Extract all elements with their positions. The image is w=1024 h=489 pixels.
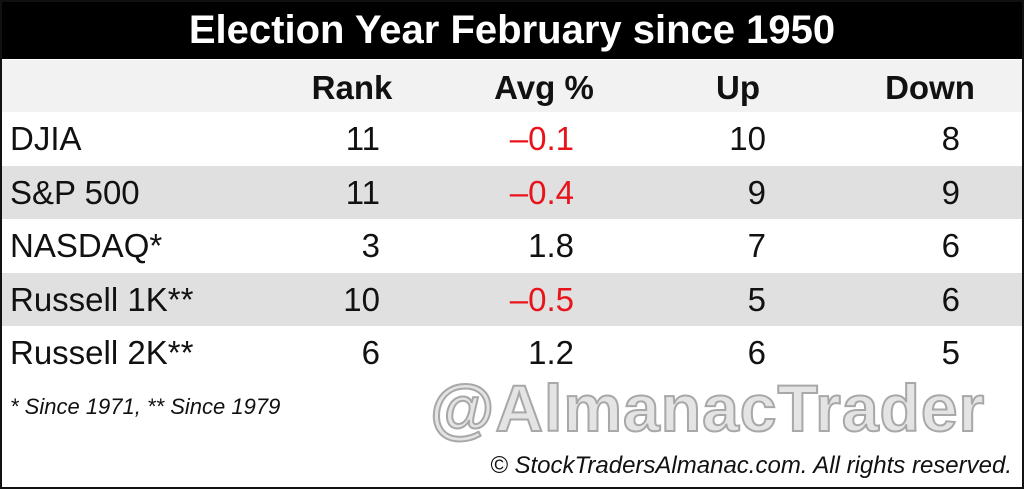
cell-value: 1.8 [528,227,574,264]
cell-value: 9 [747,173,766,211]
column-header: Rank [311,69,393,106]
cell-value: –0.4 [509,173,574,211]
column-header: Up [716,69,760,106]
cell-value: –0.5 [509,280,574,318]
cell-value: –0.1 [509,120,574,157]
row-label: DJIA [10,120,82,157]
column-header: Avg % [494,69,594,106]
table-row: S&P 500 11 –0.4 9 9 [2,165,1022,220]
row-label: NASDAQ* [10,227,163,264]
cell-value: 11 [345,120,380,157]
cell-value: 1.2 [528,334,574,371]
cell-value: 9 [941,173,960,211]
footnote: * Since 1971, ** Since 1979 [10,394,281,419]
cell-value: 6 [361,334,380,371]
cell-value: 6 [747,334,766,371]
cell-value: 11 [345,173,380,211]
table-row: NASDAQ* 3 1.8 7 6 [2,219,1022,273]
watermark: @AlmanacTrader [429,370,986,446]
cell-value: 6 [941,227,960,264]
row-label: Russell 2K** [10,334,194,371]
cell-value: 7 [747,227,766,264]
cell-value: 3 [361,227,380,264]
cell-value: 10 [343,280,380,318]
title: Election Year February since 1950 [2,2,1022,59]
cell-value: 5 [747,280,766,318]
cell-value: 8 [941,120,960,157]
cell-value: 6 [941,280,960,318]
table-row: DJIA 11 –0.1 10 8 [2,112,1022,166]
cell-value: 5 [941,334,960,371]
table-row: Russell 2K** 6 1.2 6 5 [2,326,1022,380]
table-row: Russell 1K** 10 –0.5 5 6 [2,272,1022,327]
row-label: S&P 500 [10,173,140,211]
header-row: Rank Avg % Up Down [2,60,1022,112]
copyright: © StockTradersAlmanac.com. All rights re… [490,452,1012,479]
column-header: Down [885,69,975,106]
row-label: Russell 1K** [10,280,194,318]
cell-value: 10 [729,120,766,157]
